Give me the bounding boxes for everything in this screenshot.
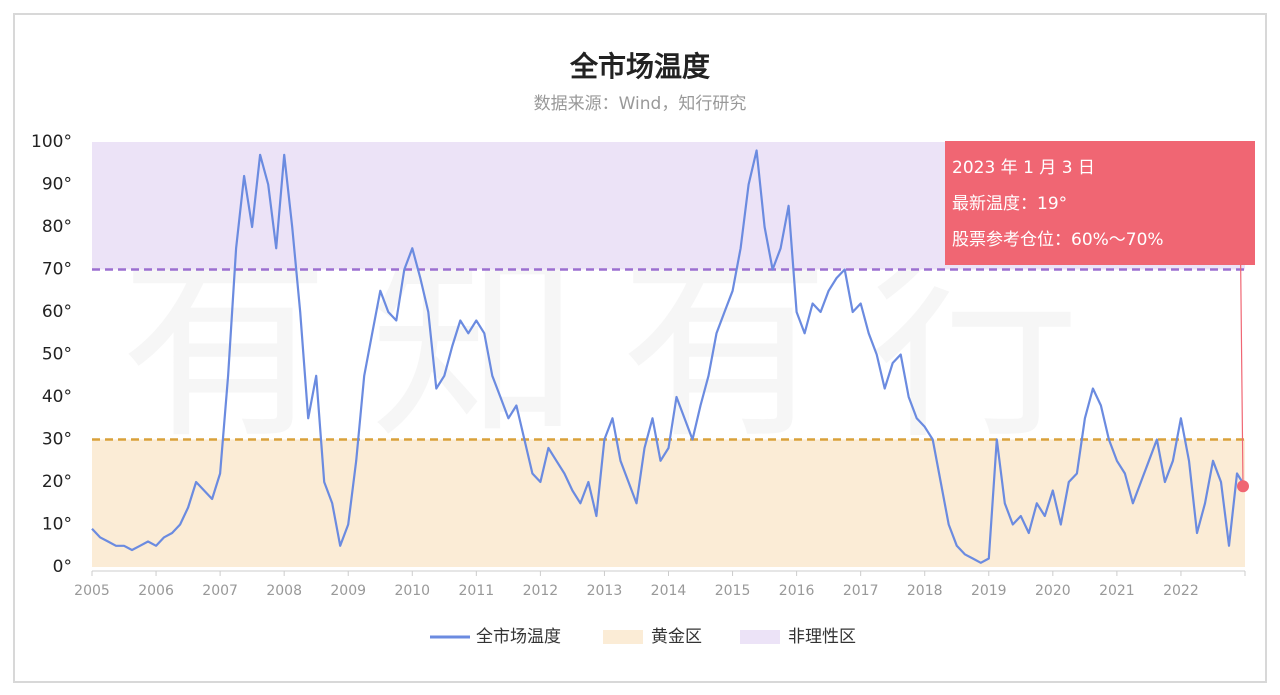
x-tick-label: 2006	[138, 583, 174, 599]
annotation-text: 股票参考仓位：60%～70%	[952, 230, 1164, 250]
x-tick-label: 2014	[651, 583, 687, 599]
y-tick-label: 20°	[42, 472, 72, 492]
series-line	[91, 149, 1246, 564]
chart-title: 全市场温度	[569, 50, 710, 83]
y-tick-label: 60°	[42, 302, 72, 322]
x-tick-label: 2009	[330, 583, 366, 599]
y-tick-label: 90°	[42, 175, 72, 195]
x-tick-label: 2020	[1035, 583, 1071, 599]
x-tick-label: 2021	[1099, 583, 1135, 599]
x-tick-label: 2013	[587, 583, 623, 599]
y-tick-label: 30°	[42, 430, 72, 450]
x-tick-label: 2017	[843, 583, 879, 599]
latest-point	[1237, 480, 1249, 493]
x-tick-label: 2011	[459, 583, 495, 599]
y-tick-label: 100°	[31, 132, 72, 152]
y-tick-label: 70°	[42, 260, 72, 280]
x-tick-label: 2008	[266, 583, 302, 599]
x-tick-label: 2018	[907, 583, 943, 599]
annotation-box	[945, 141, 1255, 265]
legend-swatch	[603, 630, 643, 644]
y-tick-label: 10°	[42, 515, 72, 535]
y-tick-label: 50°	[42, 345, 72, 365]
chart-subtitle: 数据来源：Wind，知行研究	[534, 94, 747, 114]
y-tick-label: 40°	[42, 387, 72, 407]
x-tick-label: 2012	[523, 583, 559, 599]
legend-swatch	[740, 630, 780, 644]
annotation-text: 2023 年 1 月 3 日	[952, 158, 1095, 178]
y-tick-label: 0°	[53, 557, 72, 577]
x-tick-label: 2005	[74, 583, 110, 599]
x-tick-label: 2019	[971, 583, 1007, 599]
legend-label: 全市场温度	[476, 627, 561, 647]
x-tick-label: 2010	[394, 583, 430, 599]
annotation-text: 最新温度：19°	[952, 194, 1067, 214]
band	[92, 439, 1245, 567]
legend-label: 非理性区	[788, 627, 856, 647]
x-tick-label: 2007	[202, 583, 238, 599]
legend-label: 黄金区	[651, 627, 702, 647]
x-tick-label: 2016	[779, 583, 815, 599]
x-tick-label: 2022	[1163, 583, 1199, 599]
x-tick-label: 2015	[715, 583, 751, 599]
y-tick-label: 80°	[42, 217, 72, 237]
